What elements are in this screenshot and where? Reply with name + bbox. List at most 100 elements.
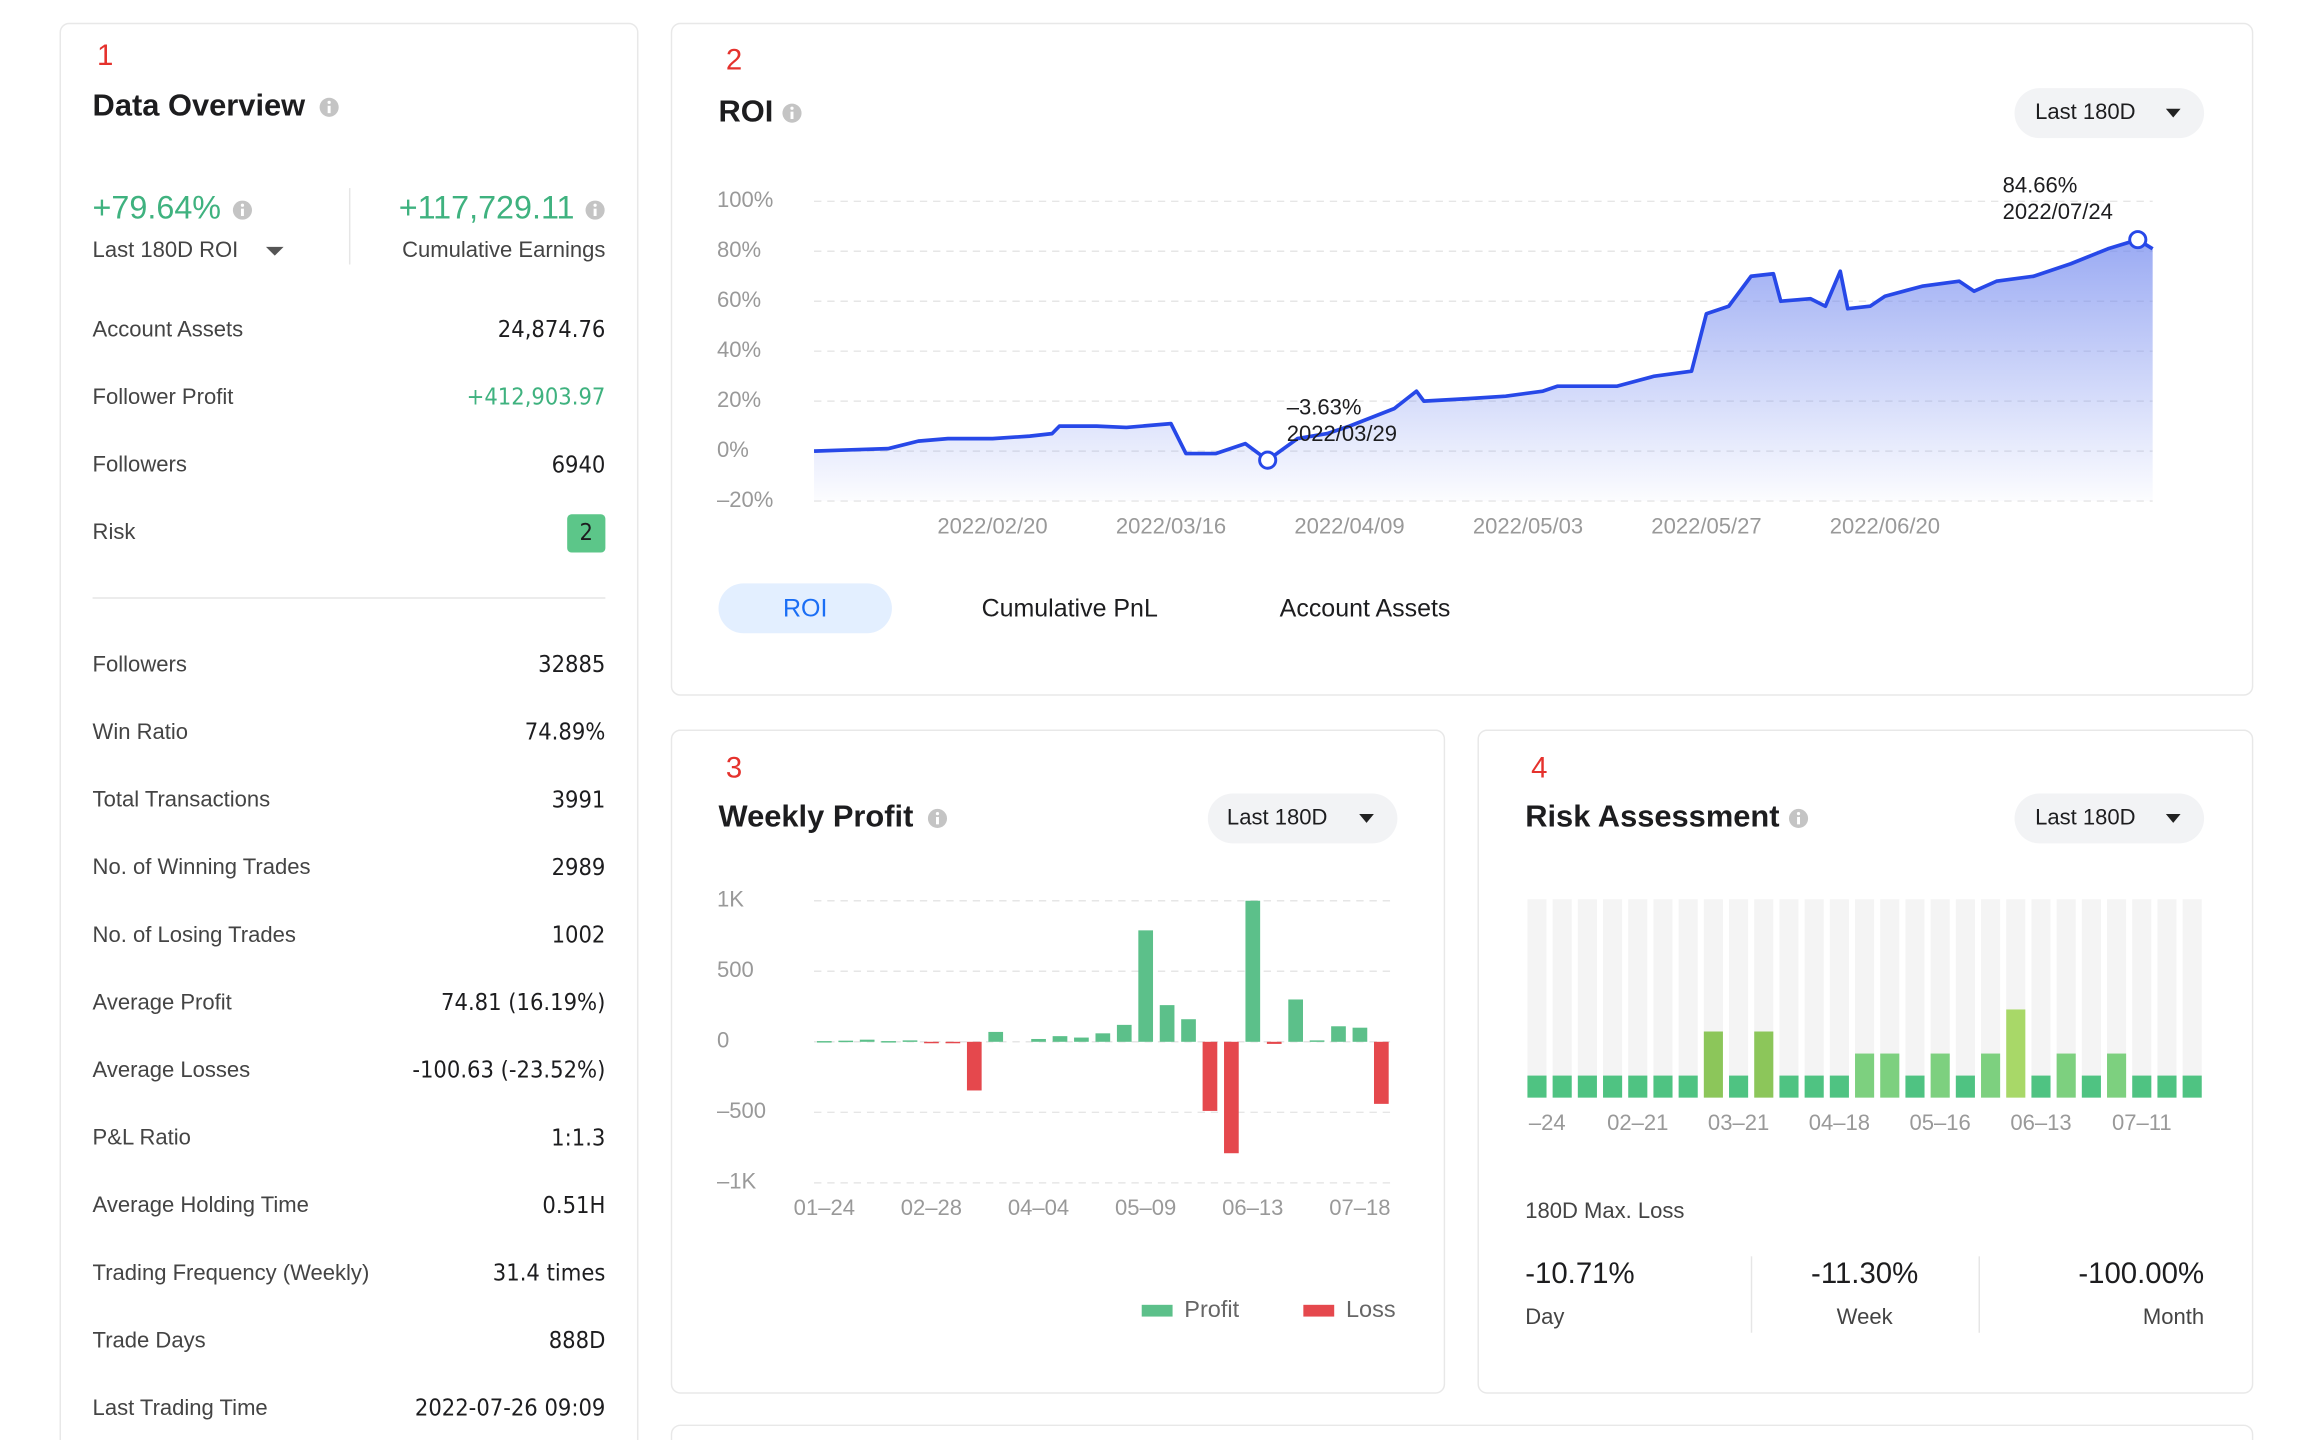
info-icon <box>1788 808 1809 828</box>
row-label: Average Losses <box>93 1057 251 1082</box>
bar <box>1074 1037 1089 1042</box>
x-tick-label: 2022/05/03 <box>1473 513 1583 538</box>
x-tick-label: 02–21 <box>1607 1110 1668 1135</box>
dropdown-caret[interactable] <box>1359 814 1374 823</box>
row-label: Average Holding Time <box>93 1192 309 1217</box>
bar-background <box>2132 899 2152 1098</box>
bar-background <box>2107 899 2127 1098</box>
bar-background <box>1552 899 1572 1098</box>
bar <box>1930 1053 1950 1098</box>
y-tick-label: 40% <box>717 337 761 362</box>
panel-number: 3 <box>726 752 742 785</box>
bar <box>2107 1053 2127 1098</box>
overview-panel <box>59 22 639 1440</box>
bar-background <box>1804 899 1824 1098</box>
period-dropdown[interactable] <box>1207 793 1398 844</box>
bar <box>1202 1041 1218 1111</box>
tab-active[interactable] <box>718 583 892 634</box>
period-label[interactable]: Last 180D <box>2035 99 2135 124</box>
row-label: Risk <box>93 519 137 544</box>
roi-value: +79.64% <box>93 190 221 226</box>
bar-background <box>1880 899 1900 1098</box>
info-icon <box>782 103 802 123</box>
tab[interactable]: Cumulative PnL <box>982 594 1158 622</box>
tab[interactable]: ROI <box>783 594 827 622</box>
row-label: Trade Days <box>93 1327 206 1352</box>
max-loss-label: Day <box>1525 1304 1564 1329</box>
dropdown-caret[interactable] <box>2165 108 2181 118</box>
legend-label[interactable]: Loss <box>1346 1296 1396 1322</box>
bar <box>902 1040 918 1042</box>
bar <box>1577 1075 1597 1098</box>
bar <box>1527 1075 1547 1098</box>
y-tick-label: 1K <box>717 887 744 912</box>
row-value: 74.81 (16.19%) <box>441 988 605 1016</box>
row-value: 888D <box>549 1326 606 1354</box>
x-tick-label: 05–09 <box>1115 1195 1176 1220</box>
max-loss-title: 180D Max. Loss <box>1525 1198 1684 1223</box>
x-tick-label: 06–13 <box>1222 1195 1283 1220</box>
info-icon <box>319 97 339 117</box>
row-label: Follower Profit <box>93 384 234 409</box>
tab[interactable]: Account Assets <box>1280 594 1451 622</box>
bar-background <box>1981 899 2001 1098</box>
bar <box>1855 1053 1875 1098</box>
bar <box>2081 1075 2101 1098</box>
x-tick-label: 2022/06/20 <box>1830 513 1940 538</box>
row-value: 32885 <box>538 650 605 678</box>
risk-badge <box>567 514 606 553</box>
dropdown-caret[interactable] <box>2165 814 2181 823</box>
bar <box>1703 1031 1723 1098</box>
bar-background <box>1855 899 1875 1098</box>
row-value: 1002 <box>552 920 606 948</box>
legend-label[interactable]: Profit <box>1184 1296 1239 1322</box>
y-tick-label: –1K <box>717 1169 757 1194</box>
period-dropdown[interactable] <box>2014 88 2205 139</box>
period-label[interactable]: Last 180D <box>2035 804 2135 829</box>
bar <box>1628 1075 1648 1098</box>
x-tick-label: –24 <box>1529 1110 1566 1135</box>
bar-background <box>1678 899 1698 1098</box>
x-tick-label: 04–18 <box>1809 1110 1870 1135</box>
row-label: Win Ratio <box>93 719 188 744</box>
panel-number: 2 <box>726 43 742 76</box>
x-tick-label: 03–21 <box>1708 1110 1769 1135</box>
row-label: No. of Losing Trades <box>93 922 296 947</box>
annotation-point <box>2128 230 2148 250</box>
y-tick-label: –500 <box>717 1098 766 1123</box>
info-icon <box>585 200 605 220</box>
bar <box>816 1041 832 1043</box>
bar-background <box>2182 899 2202 1098</box>
dropdown-caret[interactable] <box>265 246 284 256</box>
next-panel <box>670 1424 2254 1440</box>
x-tick-label: 2022/05/27 <box>1651 513 1761 538</box>
x-tick-label: 05–16 <box>1910 1110 1971 1135</box>
row-label: Total Transactions <box>93 787 271 812</box>
period-label[interactable]: Last 180D <box>1227 804 1327 829</box>
row-value: 2022-07-26 09:09 <box>415 1394 605 1422</box>
bar <box>2031 1075 2051 1098</box>
panel-title: ROI <box>719 93 774 128</box>
legend-swatch <box>1303 1304 1335 1317</box>
bar <box>838 1040 854 1043</box>
bar-background <box>2056 899 2076 1098</box>
roi-area <box>814 239 2153 502</box>
row-value: -100.63 (-23.52%) <box>412 1056 605 1084</box>
period-dropdown[interactable] <box>2014 793 2205 844</box>
row-value: 6940 <box>552 450 606 478</box>
bar-background <box>1729 899 1749 1098</box>
bar-background <box>1653 899 1673 1098</box>
y-tick-label: 0% <box>717 437 749 462</box>
bar <box>2157 1075 2177 1098</box>
bar <box>1880 1053 1900 1098</box>
bar-background <box>1527 899 1547 1098</box>
bar <box>924 1041 939 1044</box>
max-loss-value: -11.30% <box>1811 1257 1918 1290</box>
max-loss-label: Week <box>1837 1304 1894 1329</box>
bar <box>1031 1038 1046 1042</box>
bar <box>1159 1005 1175 1042</box>
bar <box>1095 1033 1111 1042</box>
row-label: Followers <box>93 452 187 477</box>
row-label: Followers <box>93 651 187 676</box>
bar-background <box>1955 899 1975 1098</box>
